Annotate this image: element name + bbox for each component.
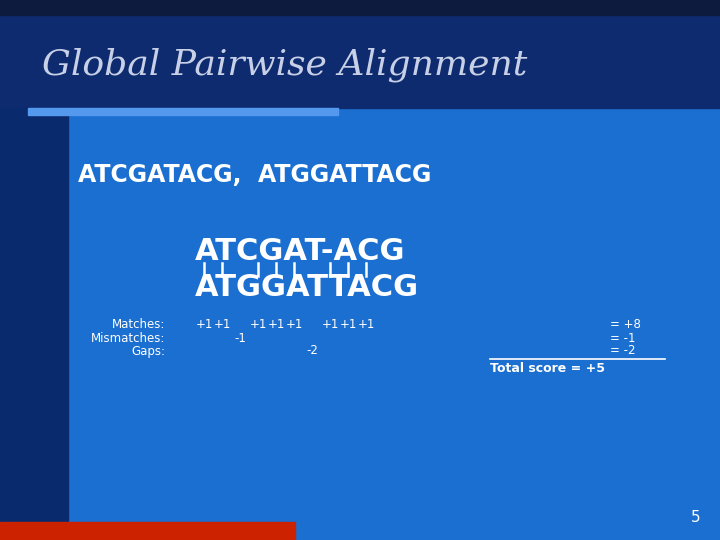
Text: +1: +1	[267, 319, 284, 332]
Text: = +8: = +8	[610, 319, 641, 332]
Text: Global Pairwise Alignment: Global Pairwise Alignment	[42, 48, 527, 82]
Text: Matches:: Matches:	[112, 319, 165, 332]
Text: Mismatches:: Mismatches:	[91, 332, 165, 345]
Text: ATCGAT-ACG: ATCGAT-ACG	[195, 238, 405, 267]
Bar	[0, 522, 295, 540]
Bar	[0, 0, 720, 108]
Text: +1: +1	[339, 319, 356, 332]
Text: ATCGATACG,  ATGGATTACG: ATCGATACG, ATGGATTACG	[78, 163, 431, 187]
Bar	[0, 108, 68, 540]
Text: +1: +1	[249, 319, 266, 332]
Text: +1: +1	[357, 319, 374, 332]
Text: +1: +1	[285, 319, 302, 332]
Text: +1: +1	[321, 319, 338, 332]
Text: -1: -1	[234, 332, 246, 345]
Bar	[28, 108, 338, 115]
Text: Total score = +5: Total score = +5	[490, 362, 605, 375]
Text: = -2: = -2	[610, 345, 636, 357]
Text: +1: +1	[213, 319, 230, 332]
Text: = -1: = -1	[610, 332, 636, 345]
Text: +1: +1	[195, 319, 212, 332]
Bar	[0, 0, 720, 15]
Text: ATGGATTACG: ATGGATTACG	[195, 273, 419, 301]
Text: Gaps:: Gaps:	[131, 345, 165, 357]
Text: 5: 5	[690, 510, 700, 525]
Text: -2: -2	[306, 345, 318, 357]
